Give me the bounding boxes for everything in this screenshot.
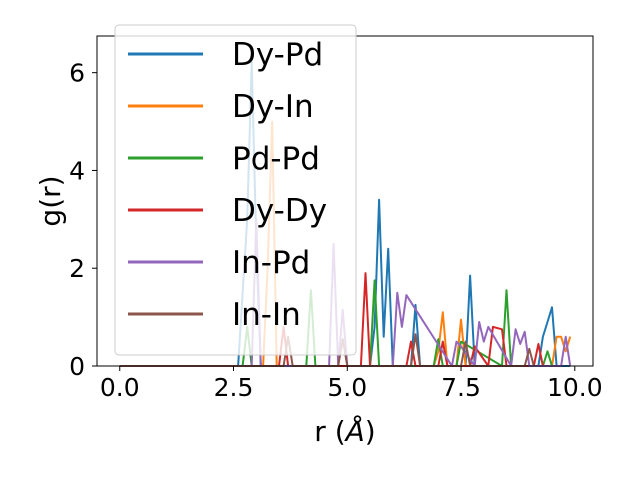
legend-label-in-in: In-In	[232, 297, 301, 333]
x-axis: 0.0 2.5 5.0 7.5 10.0	[100, 366, 603, 402]
x-tick-label: 10.0	[547, 373, 603, 402]
y-axis: 0 2 4 6	[69, 59, 97, 381]
legend-label-in-pd: In-Pd	[232, 245, 310, 281]
x-tick-label: 7.5	[441, 373, 481, 402]
y-tick-label: 4	[69, 156, 85, 185]
y-tick-label: 2	[69, 254, 85, 283]
legend: Dy-Pd Dy-In Pd-Pd Dy-Dy In-Pd In-In	[114, 24, 357, 356]
legend-label-pd-pd: Pd-Pd	[232, 141, 320, 177]
legend-label-dy-in: Dy-In	[232, 89, 314, 125]
y-tick-label: 6	[69, 59, 85, 88]
y-axis-label: g(r)	[34, 175, 67, 226]
x-axis-label: r (Å)	[314, 414, 375, 448]
y-tick-label: 0	[69, 352, 85, 381]
x-tick-label: 5.0	[327, 373, 367, 402]
x-tick-label: 0.0	[100, 373, 140, 402]
x-tick-label: 2.5	[214, 373, 254, 402]
legend-label-dy-dy: Dy-Dy	[232, 193, 327, 229]
legend-label-dy-pd: Dy-Pd	[232, 37, 323, 73]
